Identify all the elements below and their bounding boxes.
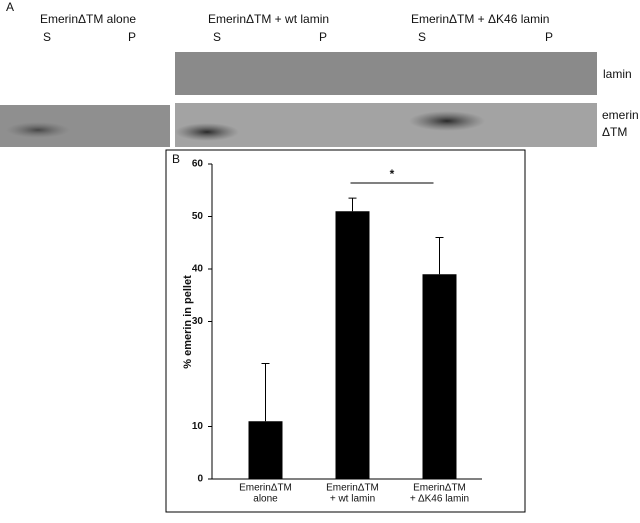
blot-band [6,122,70,138]
x-tick-label: EmerinΔTM [413,483,466,494]
lane-s: S [43,30,51,44]
lane-title: EmerinΔTM alone [40,12,136,26]
bar [335,211,370,479]
y-tick-label: 30 [192,316,204,327]
panel-label: A [6,0,14,14]
lane-s: S [213,30,221,44]
bar [422,274,457,479]
x-tick-label: + wt lamin [330,494,375,505]
blot-band [409,111,485,131]
x-tick-label: alone [253,494,278,505]
lane-title: EmerinΔTM + wt lamin [208,12,329,26]
lane-p: P [319,30,327,44]
lane-s: S [418,30,426,44]
significance-mark: * [390,167,395,181]
y-tick-label: 0 [197,474,203,485]
blot-lamin [175,52,597,95]
x-tick-label: + ΔK46 lamin [410,494,469,505]
y-axis-label: % emerin in pellet [182,275,194,369]
y-tick-label: 40 [192,264,204,275]
lane-title: EmerinΔTM + ΔK46 lamin [411,12,549,26]
y-tick-label: 60 [192,159,204,170]
y-tick-label: 50 [192,211,204,222]
panel-frame [165,149,526,513]
blot-band [175,123,239,141]
panel-label: B [172,152,180,166]
lane-p: P [545,30,553,44]
row-label: ΔTM [602,125,627,139]
x-tick-label: EmerinΔTM [326,483,379,494]
y-tick-label: 10 [192,421,204,432]
x-tick-label: EmerinΔTM [239,483,292,494]
row-label: lamin [603,67,632,81]
row-label: emerin [602,108,639,122]
blot-emerin [175,103,597,147]
lane-p: P [128,30,136,44]
bar [248,421,283,479]
